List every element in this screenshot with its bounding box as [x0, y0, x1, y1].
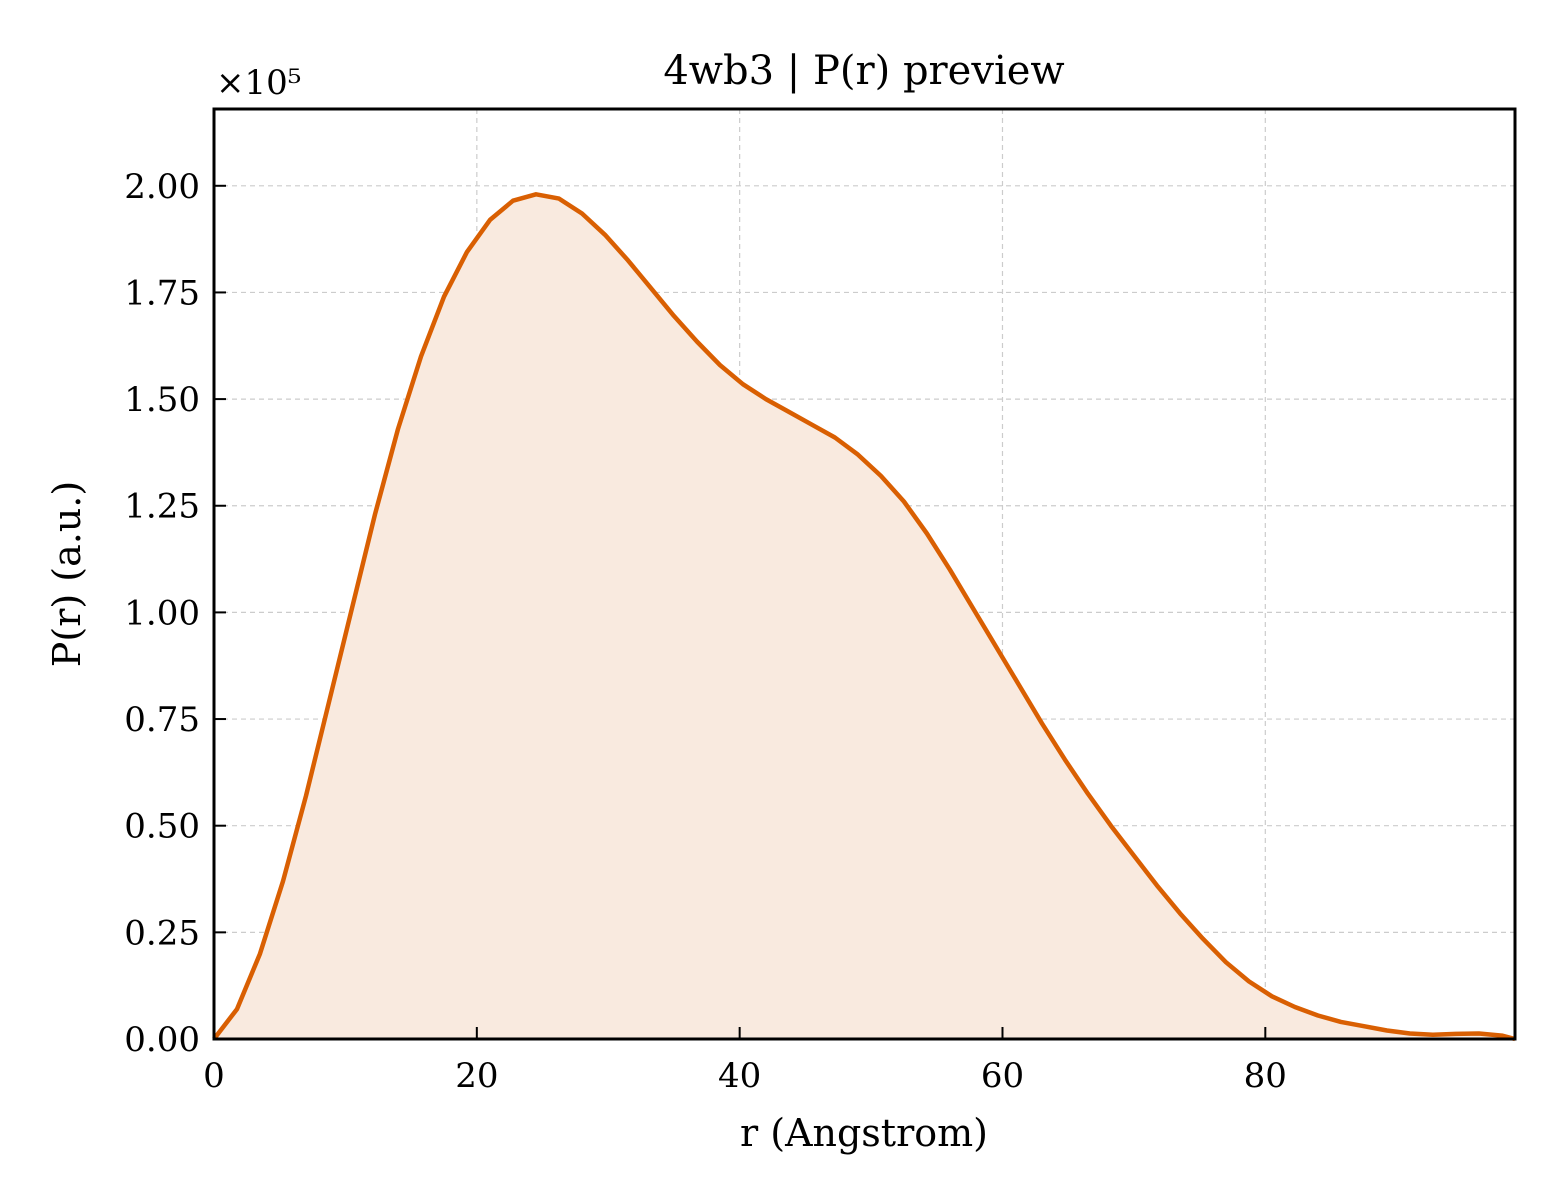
- x-tick-label: 80: [1244, 1056, 1287, 1096]
- pr-area-fill: [214, 194, 1515, 1040]
- y-axis-title: P(r) (a.u.): [45, 481, 89, 667]
- x-tick-label: 0: [203, 1056, 225, 1096]
- y-tick-label: 0.00: [124, 1020, 200, 1060]
- x-tick-label: 40: [718, 1056, 761, 1096]
- y-tick-label: 1.25: [124, 487, 200, 527]
- x-tick-label: 20: [455, 1056, 498, 1096]
- y-offset-label: ×10⁵: [216, 63, 301, 103]
- chart-title: 4wb3 | P(r) preview: [663, 48, 1064, 94]
- x-tick-label: 60: [981, 1056, 1024, 1096]
- y-tick-label: 1.00: [124, 593, 200, 633]
- y-tick-label: 1.50: [124, 380, 200, 420]
- x-axis-title: r (Angstrom): [740, 1111, 988, 1155]
- y-tick-label: 2.00: [124, 167, 200, 207]
- y-tick-label: 1.75: [124, 273, 200, 313]
- y-tick-label: 0.50: [124, 807, 200, 847]
- y-tick-label: 0.25: [124, 913, 200, 953]
- axis-ticks: 0 20 40 60 80 0.00 0.25 0.50 0.75 1.00 1.25 1.50 1.7…: [124, 167, 1287, 1096]
- y-tick-label: 0.75: [124, 700, 200, 740]
- pr-series-line: [212, 192, 1516, 1042]
- plot-frame: [212, 107, 1517, 1041]
